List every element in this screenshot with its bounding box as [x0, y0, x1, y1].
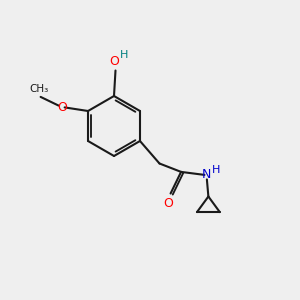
- Text: O: O: [57, 101, 67, 114]
- Text: H: H: [212, 164, 221, 175]
- Text: CH₃: CH₃: [29, 84, 49, 94]
- Text: H: H: [120, 50, 128, 60]
- Text: O: O: [109, 55, 119, 68]
- Text: O: O: [163, 197, 173, 210]
- Text: N: N: [202, 168, 212, 182]
